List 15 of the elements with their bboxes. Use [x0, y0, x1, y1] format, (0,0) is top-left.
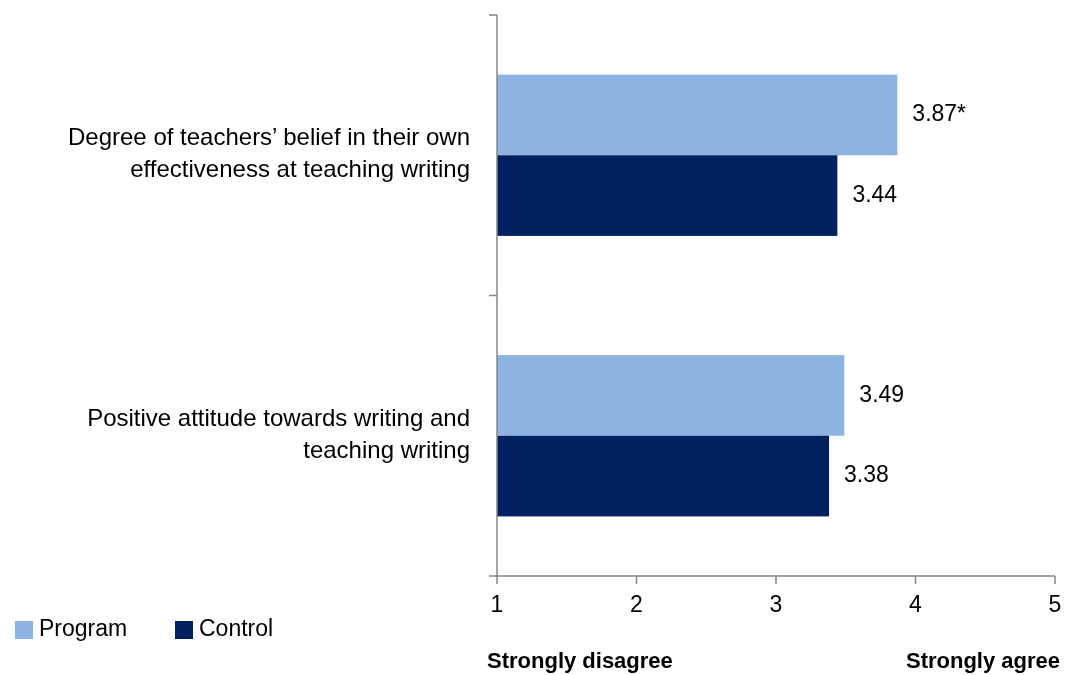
y-tick-label: Degree of teachers’ belief in their own effectiveness at teaching writing [68, 123, 470, 183]
text: Strongly agree [905, 648, 1060, 673]
x-tick-label: 4 [909, 591, 923, 617]
data-label: 3.87* [912, 100, 967, 127]
x-tick-label: 3 [769, 591, 783, 617]
x-tick-label: 1 [490, 591, 504, 617]
x-tick-label: 2 [630, 591, 643, 617]
data-label: 3.38 [844, 461, 889, 488]
data-label: 3.49 [859, 380, 905, 407]
x-tick-label: 5 [1048, 591, 1062, 617]
text: Strongly disagree [487, 648, 673, 673]
legend-label: Control [199, 615, 274, 642]
legend-label: Program [39, 615, 128, 642]
data-label: 3.44 [852, 180, 898, 207]
y-tick-label: Positive attitude towards writing and teaching writing [87, 404, 470, 464]
